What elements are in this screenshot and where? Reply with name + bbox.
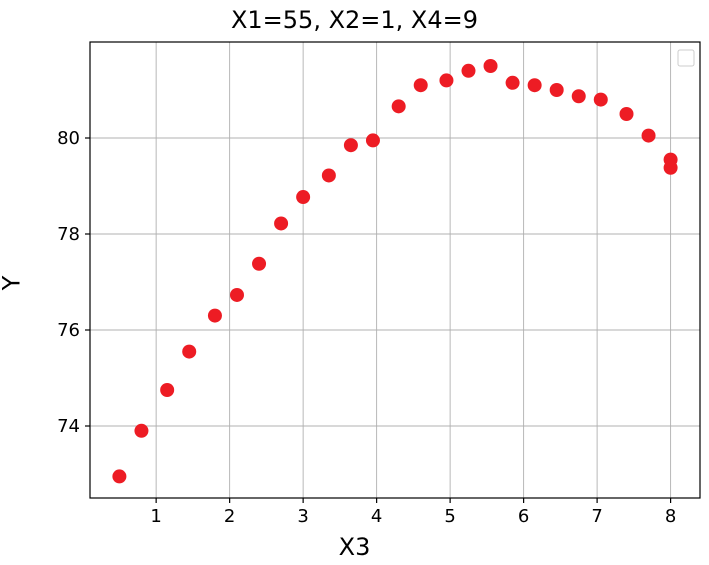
data-point [366,133,380,147]
data-point [528,78,542,92]
data-points [112,59,677,483]
data-point [642,129,656,143]
y-tick-label: 80 [57,128,80,149]
legend-box [678,50,694,66]
data-point [461,64,475,78]
data-point [620,107,634,121]
data-point [160,383,174,397]
x-tick-label: 4 [371,506,382,527]
data-point [484,59,498,73]
x-tick-label: 1 [150,506,161,527]
data-point [550,83,564,97]
data-point [572,89,586,103]
data-point [112,469,126,483]
x-tick-label: 2 [224,506,235,527]
data-point [506,76,520,90]
data-point [344,138,358,152]
data-point [664,161,678,175]
x-tick-label: 8 [665,506,676,527]
y-ticks: 74 76 78 80 [57,128,90,437]
scatter-chart: X1=55, X2=1, X4=9 Y X3 12345678 74767880 [0,0,709,565]
data-point [134,424,148,438]
data-point [296,190,310,204]
y-tick-label: 76 [57,320,80,341]
data-point [322,168,336,182]
x-ticks: 1 2 3 4 5 6 7 8 [150,498,676,527]
x-tick-label: 5 [444,506,455,527]
data-point [252,257,266,271]
y-tick-label: 74 [57,416,80,437]
data-point [182,345,196,359]
data-point [439,73,453,87]
data-point [274,216,288,230]
data-point [230,288,244,302]
data-point [414,78,428,92]
data-point [392,99,406,113]
x-tick-label: 7 [591,506,602,527]
x-tick-label: 3 [297,506,308,527]
data-point [594,93,608,107]
y-tick-label: 78 [57,224,80,245]
x-tick-label: 6 [518,506,529,527]
plot-svg: 12345678 74767880 [0,0,709,565]
data-point [208,309,222,323]
